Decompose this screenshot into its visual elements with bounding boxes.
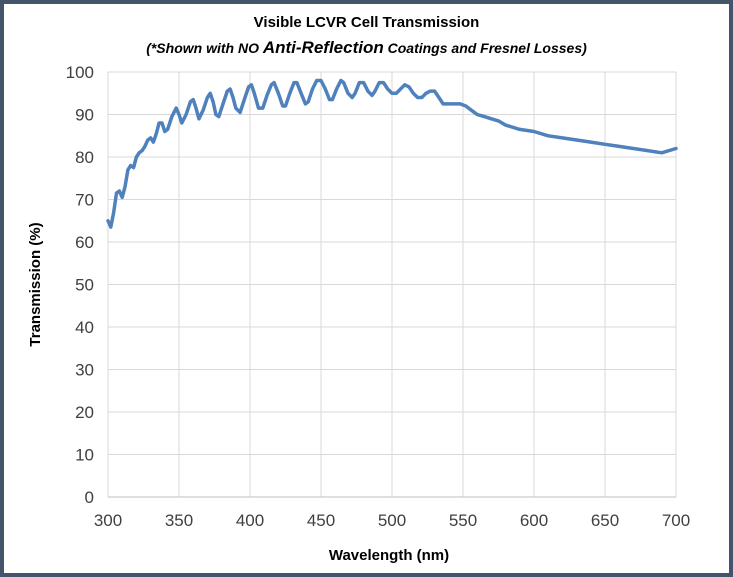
subtitle-part-3: Coatings and Fresnel Losses) — [383, 40, 587, 56]
x-tick-label: 650 — [591, 511, 619, 530]
y-tick-label: 70 — [75, 191, 94, 210]
x-tick-label: 700 — [662, 511, 690, 530]
x-tick-label: 350 — [165, 511, 193, 530]
series-line — [106, 78, 678, 229]
series-group — [106, 78, 678, 229]
y-tick-labels: 0 10 20 30 40 50 60 70 80 90 100 — [66, 63, 94, 507]
x-tick-label: 500 — [378, 511, 406, 530]
y-tick-label: 40 — [75, 318, 94, 337]
gridlines — [107, 71, 677, 498]
y-axis-label: Transmission (%) — [27, 222, 44, 346]
y-tick-label: 50 — [75, 276, 94, 295]
subtitle-part-2: Anti-Reflection — [262, 38, 384, 57]
x-tick-labels: 300 350 400 450 500 550 600 650 700 — [94, 511, 690, 530]
y-tick-label: 10 — [75, 446, 94, 465]
y-tick-label: 30 — [75, 361, 94, 380]
y-tick-label: 100 — [66, 63, 94, 82]
x-axis-label: Wavelength (nm) — [329, 547, 449, 564]
y-tick-label: 0 — [85, 488, 94, 507]
y-tick-label: 60 — [75, 233, 94, 252]
x-tick-label: 400 — [236, 511, 264, 530]
x-tick-label: 450 — [307, 511, 335, 530]
y-tick-label: 90 — [75, 106, 94, 125]
x-tick-label: 300 — [94, 511, 122, 530]
chart-subtitle: (*Shown with NO Anti-Reflection Coatings… — [0, 38, 733, 58]
chart-title: Visible LCVR Cell Transmission — [253, 14, 480, 31]
y-tick-label: 80 — [75, 148, 94, 167]
x-tick-label: 600 — [520, 511, 548, 530]
subtitle-part-1: (*Shown with NO — [146, 40, 263, 56]
y-tick-label: 20 — [75, 403, 94, 422]
x-tick-label: 550 — [449, 511, 477, 530]
